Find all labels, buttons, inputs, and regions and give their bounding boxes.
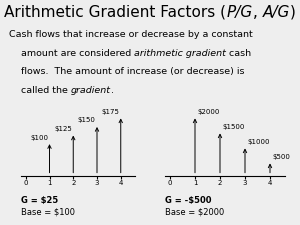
Text: $1500: $1500 bbox=[223, 124, 245, 130]
Text: $100: $100 bbox=[30, 135, 48, 141]
Text: Arithmetic Gradient Factors (: Arithmetic Gradient Factors ( bbox=[4, 5, 226, 20]
Text: ,: , bbox=[253, 5, 262, 20]
Text: $150: $150 bbox=[78, 117, 96, 123]
Text: $2000: $2000 bbox=[197, 109, 220, 115]
Text: $125: $125 bbox=[54, 126, 72, 132]
Text: $500: $500 bbox=[272, 154, 290, 160]
Text: Cash flows that increase or decrease by a constant: Cash flows that increase or decrease by … bbox=[9, 30, 253, 39]
Text: Base = $2000: Base = $2000 bbox=[165, 208, 224, 217]
Text: .: . bbox=[111, 86, 114, 95]
Text: $1000: $1000 bbox=[248, 139, 270, 145]
Text: ): ) bbox=[290, 5, 296, 20]
Text: G = $25: G = $25 bbox=[21, 196, 58, 205]
Text: amount are considered: amount are considered bbox=[9, 49, 134, 58]
Text: A/G: A/G bbox=[262, 5, 290, 20]
Text: $175: $175 bbox=[102, 109, 120, 115]
Text: cash: cash bbox=[226, 49, 251, 58]
Text: gradient: gradient bbox=[71, 86, 111, 95]
Text: arithmetic gradient: arithmetic gradient bbox=[134, 49, 226, 58]
Text: called the: called the bbox=[9, 86, 71, 95]
Text: G = -$500: G = -$500 bbox=[165, 196, 211, 205]
Text: P/G: P/G bbox=[226, 5, 253, 20]
Text: Base = $100: Base = $100 bbox=[21, 208, 75, 217]
Text: flows.  The amount of increase (or decrease) is: flows. The amount of increase (or decrea… bbox=[9, 67, 244, 76]
